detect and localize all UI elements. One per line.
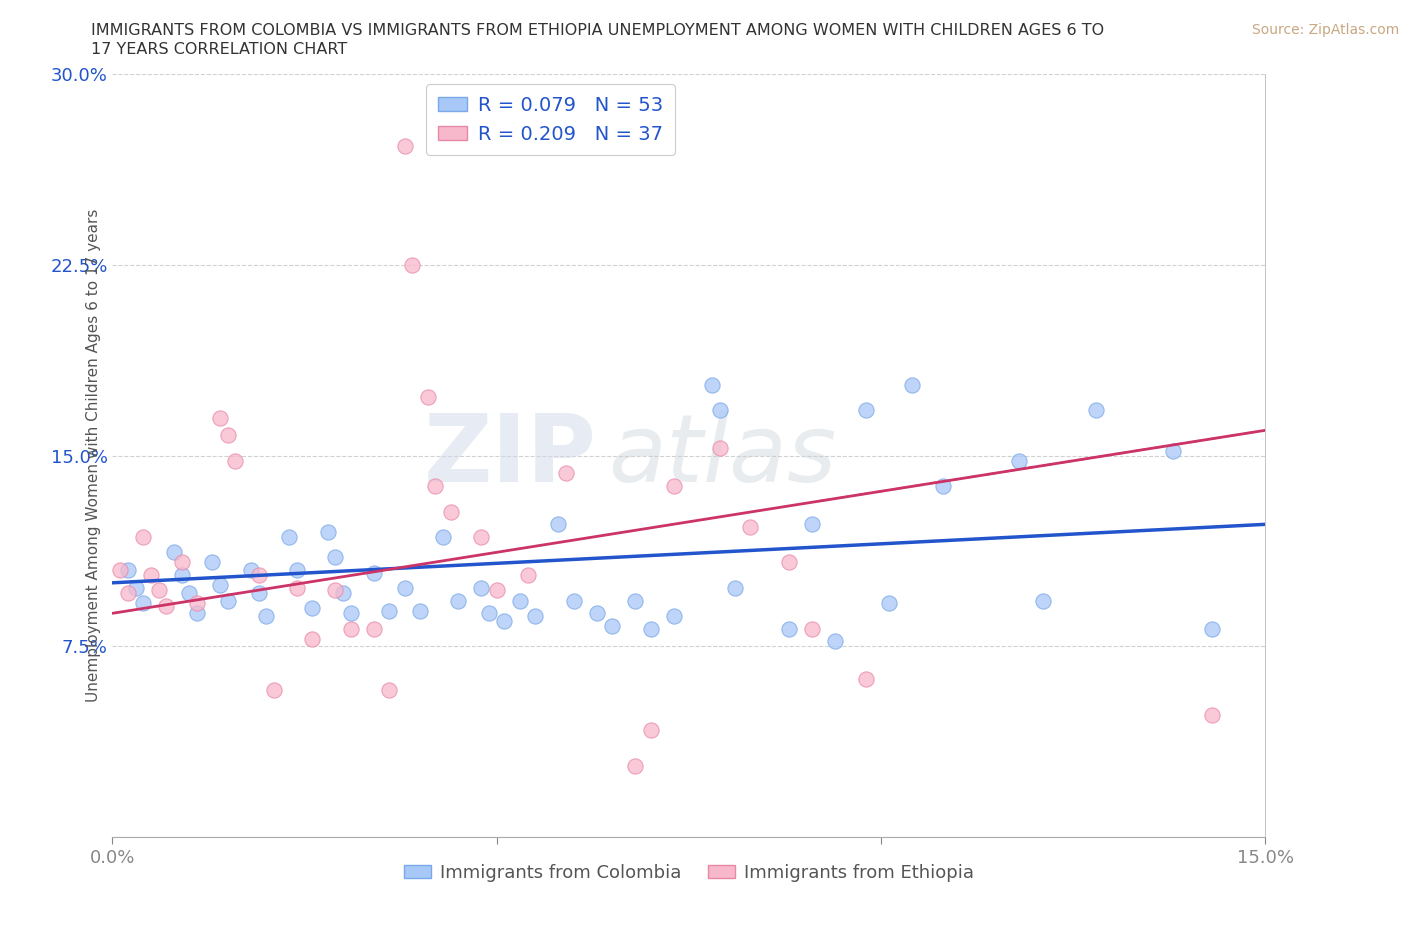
Point	[179, 586, 201, 601]
Point	[148, 583, 170, 598]
Point	[170, 567, 193, 582]
Point	[855, 403, 877, 418]
Point	[325, 550, 347, 565]
Point	[401, 258, 423, 272]
Point	[339, 605, 361, 620]
Point	[800, 621, 823, 636]
Point	[640, 723, 662, 737]
Point	[416, 390, 439, 405]
Point	[117, 563, 139, 578]
Point	[124, 580, 146, 595]
Point	[1008, 453, 1031, 468]
Point	[432, 529, 454, 544]
Point	[740, 520, 762, 535]
Point	[562, 593, 585, 608]
Point	[170, 555, 193, 570]
Point	[132, 596, 155, 611]
Point	[662, 608, 685, 623]
Point	[485, 583, 508, 598]
Point	[524, 608, 547, 623]
Point	[824, 634, 846, 649]
Point	[877, 596, 900, 611]
Point	[1031, 593, 1053, 608]
Point	[478, 605, 501, 620]
Point	[201, 555, 224, 570]
Point	[700, 377, 723, 392]
Point	[640, 621, 662, 636]
Point	[778, 555, 800, 570]
Point	[709, 403, 731, 418]
Point	[186, 596, 208, 611]
Text: Source: ZipAtlas.com: Source: ZipAtlas.com	[1251, 23, 1399, 37]
Point	[316, 525, 339, 539]
Text: IMMIGRANTS FROM COLOMBIA VS IMMIGRANTS FROM ETHIOPIA UNEMPLOYMENT AMONG WOMEN WI: IMMIGRANTS FROM COLOMBIA VS IMMIGRANTS F…	[91, 23, 1105, 38]
Point	[494, 614, 516, 629]
Point	[931, 479, 953, 494]
Point	[108, 563, 131, 578]
Point	[1085, 403, 1108, 418]
Point	[247, 586, 270, 601]
Point	[239, 563, 262, 578]
Point	[247, 567, 270, 582]
Legend: Immigrants from Colombia, Immigrants from Ethiopia: Immigrants from Colombia, Immigrants fro…	[396, 857, 981, 889]
Point	[278, 529, 301, 544]
Point	[117, 586, 139, 601]
Point	[363, 621, 385, 636]
Point	[447, 593, 470, 608]
Point	[425, 479, 447, 494]
Point	[600, 618, 623, 633]
Point	[1201, 708, 1223, 723]
Point	[394, 580, 416, 595]
Point	[301, 631, 323, 646]
Point	[209, 578, 232, 592]
Point	[440, 504, 463, 519]
Point	[778, 621, 800, 636]
Point	[301, 601, 323, 616]
Point	[624, 758, 647, 773]
Point	[217, 593, 239, 608]
Y-axis label: Unemployment Among Women with Children Ages 6 to 17 years: Unemployment Among Women with Children A…	[86, 209, 101, 702]
Point	[624, 593, 647, 608]
Text: 17 YEARS CORRELATION CHART: 17 YEARS CORRELATION CHART	[91, 42, 347, 57]
Point	[547, 517, 569, 532]
Point	[662, 479, 685, 494]
Point	[254, 608, 277, 623]
Point	[339, 621, 361, 636]
Point	[409, 604, 432, 618]
Point	[509, 593, 531, 608]
Point	[378, 682, 401, 697]
Point	[163, 545, 186, 560]
Point	[224, 453, 246, 468]
Point	[1161, 444, 1184, 458]
Point	[285, 563, 308, 578]
Point	[217, 428, 239, 443]
Point	[325, 583, 347, 598]
Point	[209, 410, 232, 425]
Point	[470, 580, 492, 595]
Point	[263, 682, 285, 697]
Point	[332, 586, 354, 601]
Point	[800, 517, 823, 532]
Point	[901, 377, 924, 392]
Point	[585, 605, 607, 620]
Point	[285, 580, 308, 595]
Point	[394, 139, 416, 153]
Point	[378, 604, 401, 618]
Point	[470, 529, 492, 544]
Point	[516, 567, 538, 582]
Point	[724, 580, 747, 595]
Point	[855, 672, 877, 687]
Point	[155, 598, 177, 613]
Point	[132, 529, 155, 544]
Point	[363, 565, 385, 580]
Text: atlas: atlas	[609, 410, 837, 501]
Point	[139, 567, 162, 582]
Point	[555, 466, 578, 481]
Text: ZIP: ZIP	[423, 410, 596, 501]
Point	[1201, 621, 1223, 636]
Point	[186, 605, 208, 620]
Point	[709, 441, 731, 456]
